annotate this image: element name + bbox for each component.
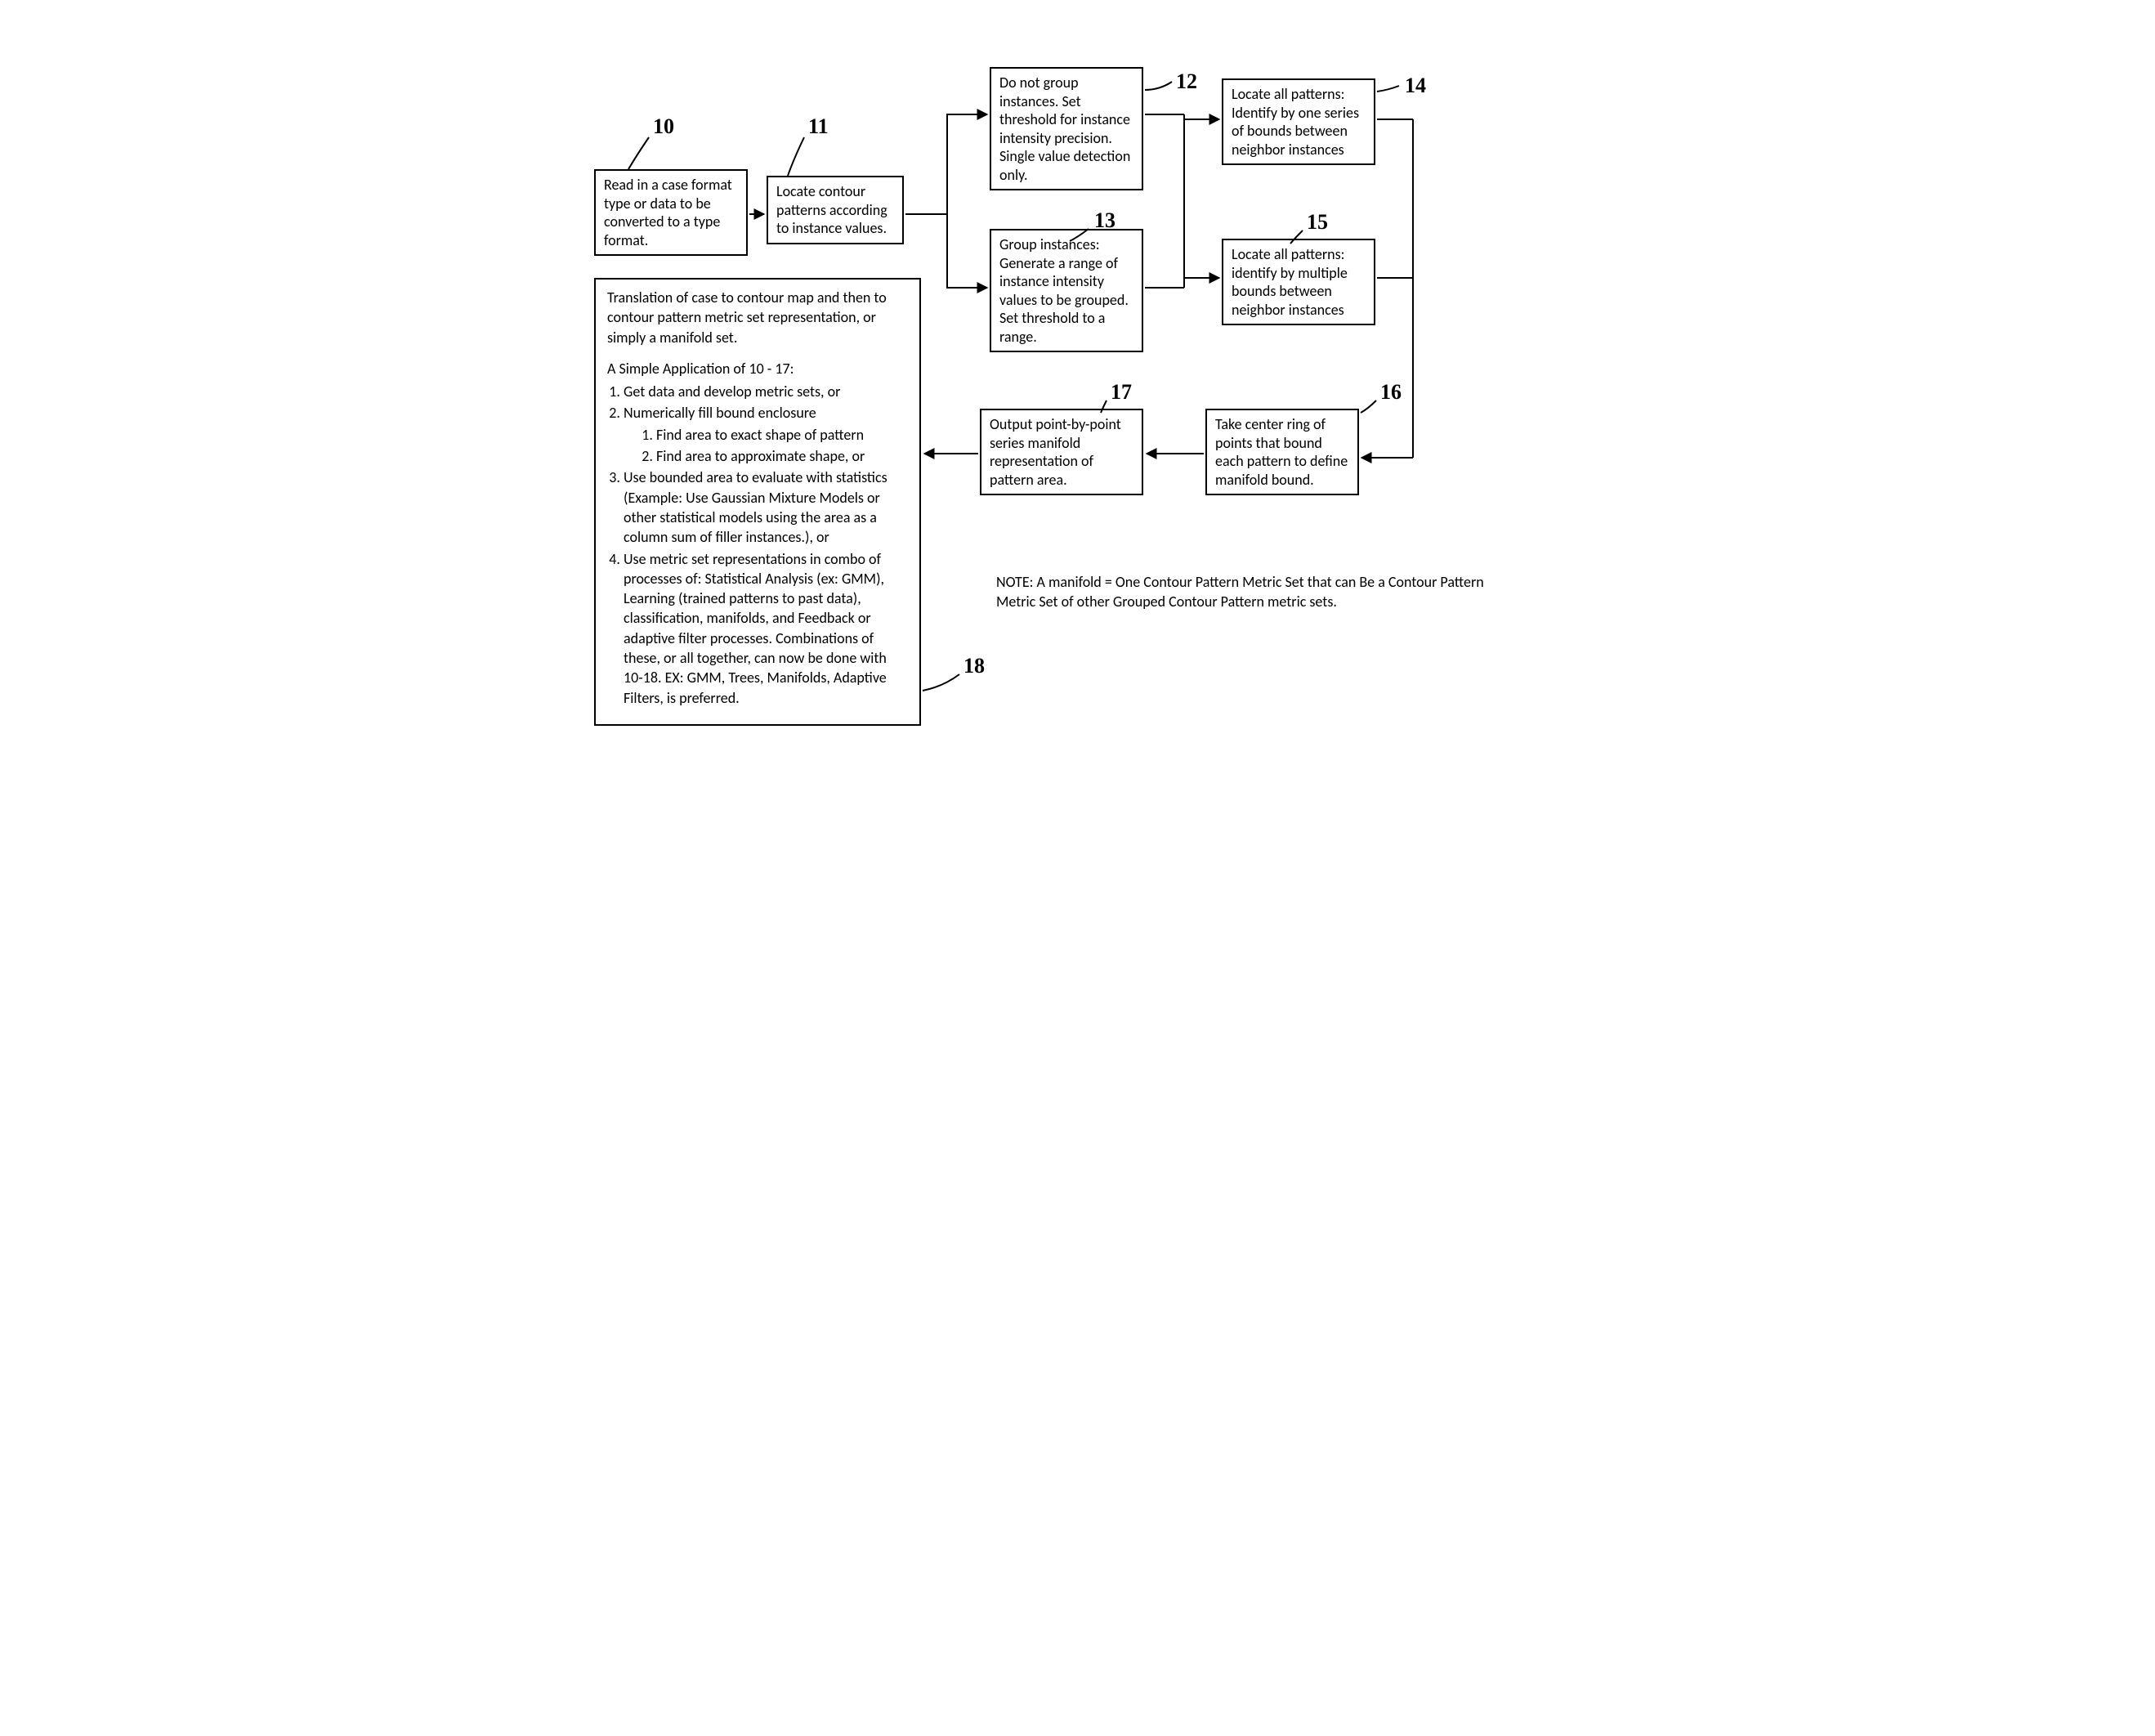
label-18: 18 (963, 654, 985, 678)
box-10: Read in a case format type or data to be… (594, 169, 748, 256)
leader-10 (628, 137, 649, 169)
leader-14 (1377, 86, 1399, 92)
bus-11-to-13 (947, 214, 987, 288)
fig-steps: Get data and develop metric sets, or Num… (624, 382, 908, 708)
fig-step-2b: Find area to approximate shape, or (656, 446, 908, 466)
label-16: 16 (1380, 380, 1402, 405)
label-11: 11 (808, 114, 829, 139)
box-13: Group instances: Generate a range of ins… (990, 229, 1143, 352)
box-11: Locate contour patterns according to ins… (767, 176, 904, 244)
box-16: Take center ring of points that bound ea… (1205, 409, 1359, 495)
fig-step-4: Use metric set representations in combo … (624, 549, 908, 708)
box-15: Locate all patterns: identify by multipl… (1222, 239, 1375, 325)
label-10: 10 (653, 114, 674, 139)
leader-18 (923, 674, 959, 691)
fig-intro: Translation of case to contour map and t… (607, 288, 908, 347)
label-15: 15 (1307, 210, 1328, 235)
diagram-canvas: Read in a case format type or data to be… (539, 0, 1616, 868)
fig-heading: A Simple Application of 10 - 17: (607, 359, 908, 378)
label-12: 12 (1176, 69, 1197, 94)
fig-step-2a: Find area to exact shape of pattern (656, 425, 908, 445)
leader-11 (788, 137, 804, 176)
box-17: Output point-by-point series manifold re… (980, 409, 1143, 495)
fig-step-2: Numerically fill bound enclosure Find ar… (624, 403, 908, 466)
label-13: 13 (1094, 208, 1116, 233)
box-14: Locate all patterns: Identify by one ser… (1222, 78, 1375, 165)
box-12: Do not group instances. Set threshold fo… (990, 67, 1143, 190)
manifold-note: NOTE: A manifold = One Contour Pattern M… (996, 572, 1503, 612)
bus-11-to-12 (947, 114, 987, 214)
label-14: 14 (1405, 74, 1426, 98)
fig-step-3: Use bounded area to evaluate with statis… (624, 468, 908, 547)
fig-step-1: Get data and develop metric sets, or (624, 382, 908, 401)
box-18: Translation of case to contour map and t… (594, 278, 921, 726)
leader-16 (1361, 400, 1376, 413)
label-17: 17 (1111, 380, 1132, 405)
leader-12 (1145, 82, 1172, 90)
